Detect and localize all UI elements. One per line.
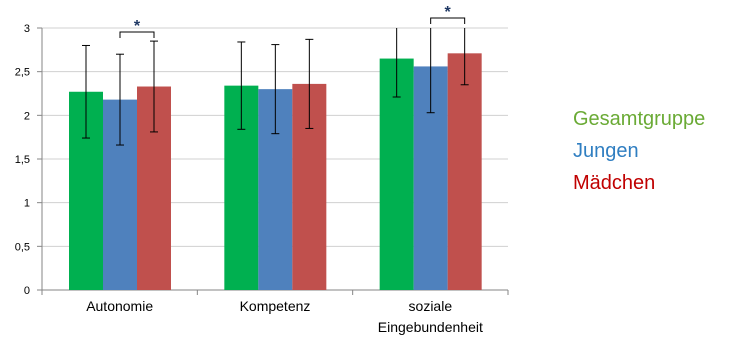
significance-star: *: [134, 18, 141, 35]
y-tick-label: 0: [24, 285, 30, 297]
significance-bracket: [119, 31, 155, 38]
legend-item: Gesamtgruppe: [573, 108, 706, 130]
category-label: Eingebundenheit: [378, 319, 483, 335]
y-tick-label: 2,5: [15, 67, 30, 79]
category-label: soziale: [409, 298, 453, 314]
significance-star: *: [445, 4, 452, 21]
y-tick-label: 1,5: [15, 154, 30, 166]
significance-bracket: [430, 17, 466, 24]
legend-item: Jungen: [573, 140, 639, 162]
legend: Gesamtgruppe Jungen Mädchen: [573, 103, 705, 199]
legend-item: Mädchen: [573, 172, 656, 194]
category-label: Autonomie: [86, 298, 153, 314]
y-tick-label: 0,5: [15, 241, 30, 253]
bar: [447, 53, 482, 291]
y-tick-label: 3: [24, 23, 30, 35]
category-label: Kompetenz: [240, 298, 311, 314]
y-tick-label: 2: [24, 110, 30, 122]
y-tick-label: 1: [24, 198, 30, 210]
